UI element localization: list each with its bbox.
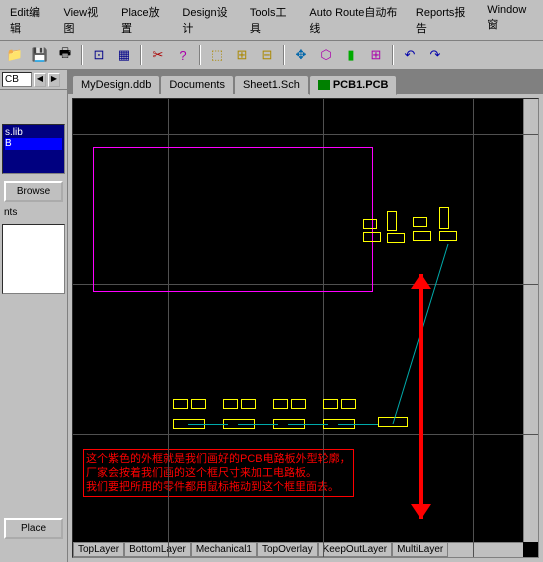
pcb-trace	[338, 424, 378, 425]
pcb-component[interactable]	[341, 399, 356, 409]
pcb-component[interactable]	[223, 399, 238, 409]
menu-design[interactable]: Design设计	[176, 2, 239, 38]
pcb-component[interactable]	[439, 207, 449, 229]
grid-line-v	[473, 99, 474, 557]
tab-sheet1[interactable]: Sheet1.Sch	[234, 75, 309, 95]
pcb-trace	[238, 424, 278, 425]
tool-save-icon[interactable]: 💾	[29, 44, 51, 66]
lib-item-selected[interactable]: B	[5, 138, 62, 150]
pcb-component[interactable]	[363, 232, 381, 242]
tool-move-icon[interactable]: ✥	[290, 44, 312, 66]
menu-view[interactable]: View视图	[57, 2, 111, 38]
component-list[interactable]	[2, 224, 65, 294]
tab-documents[interactable]: Documents	[160, 75, 234, 95]
pcb-trace-long	[393, 244, 448, 424]
menu-place[interactable]: Place放置	[115, 2, 172, 38]
nts-label: nts	[0, 205, 67, 220]
lib-list[interactable]: s.lib B	[2, 124, 65, 174]
tool-select1-icon[interactable]: ⬚	[206, 44, 228, 66]
tool-cut-icon[interactable]: ✂	[147, 44, 169, 66]
tool-redo-icon[interactable]: ↷	[424, 44, 446, 66]
place-button[interactable]: Place	[4, 518, 63, 539]
annotation-text: 这个紫色的外框就是我们画好的PCB电路板外型轮廓， 厂家会按着我们画的这个框尺寸…	[83, 449, 354, 497]
tab-pcb1[interactable]: PCB1.PCB	[309, 75, 398, 95]
menu-autoroute[interactable]: Auto Route自动布线	[303, 2, 406, 38]
toolbar: 📁 💾 🖶 ⊡ ▦ ✂ ? ⬚ ⊞ ⊟ ✥ ⬡ ▮ ⊞ ↶ ↷	[0, 41, 543, 70]
pcb-component[interactable]	[191, 399, 206, 409]
arrow-head-up	[411, 274, 431, 289]
layer-tab-topoverlay[interactable]: TopOverlay	[257, 543, 318, 557]
vertical-scrollbar[interactable]	[523, 99, 538, 542]
pcb-component[interactable]	[439, 231, 457, 241]
pcb-component[interactable]	[378, 417, 408, 427]
pcb-component[interactable]	[413, 231, 431, 241]
arrow-head-down	[411, 504, 431, 519]
menu-reports[interactable]: Reports报告	[410, 2, 477, 38]
pcb-component[interactable]	[323, 399, 338, 409]
menu-tools[interactable]: Tools工具	[244, 2, 300, 38]
menubar: Edit编辑 View视图 Place放置 Design设计 Tools工具 A…	[0, 0, 543, 41]
side-ext-input[interactable]: CB	[2, 72, 32, 87]
pcb-component[interactable]	[387, 233, 405, 243]
menu-window[interactable]: Window窗	[481, 2, 539, 38]
pcb-component[interactable]	[273, 399, 288, 409]
document-tabs: MyDesign.ddb Documents Sheet1.Sch PCB1.P…	[68, 70, 543, 94]
bottom-layer-tabs: TopLayerBottomLayerMechanical1TopOverlay…	[73, 542, 523, 557]
tool-undo-icon[interactable]: ↶	[399, 44, 421, 66]
layer-tab-keepoutlayer[interactable]: KeepOutLayer	[318, 543, 393, 557]
tool-zoomfit-icon[interactable]: ▦	[113, 44, 135, 66]
tab-mydesign[interactable]: MyDesign.ddb	[72, 75, 160, 95]
browse-button[interactable]: Browse	[4, 181, 63, 202]
nav-prev-icon[interactable]: ◀	[34, 73, 46, 87]
layer-tab-mechanical1[interactable]: Mechanical1	[191, 543, 257, 557]
layer-tab-bottomlayer[interactable]: BottomLayer	[124, 543, 191, 557]
pcb-component[interactable]	[413, 217, 427, 227]
grid-line-h	[73, 134, 538, 135]
menu-edit[interactable]: Edit编辑	[4, 2, 53, 38]
grid-line-h	[73, 434, 538, 435]
nav-next-icon[interactable]: ▶	[48, 73, 60, 87]
pcb-component[interactable]	[363, 219, 377, 229]
pcb-component[interactable]	[173, 399, 188, 409]
sidebar: CB ◀ ▶ s.lib B Browse nts Place	[0, 70, 68, 562]
board-outline[interactable]	[93, 147, 373, 292]
pcb-component[interactable]	[241, 399, 256, 409]
tool-poly-icon[interactable]: ⬡	[315, 44, 337, 66]
pcb-trace	[188, 424, 228, 425]
pcb-component[interactable]	[387, 211, 397, 231]
tool-help-icon[interactable]: ?	[172, 44, 194, 66]
tool-layer-icon[interactable]: ▮	[340, 44, 362, 66]
pcb-trace	[288, 424, 328, 425]
tool-print-icon[interactable]: 🖶	[54, 44, 76, 66]
layer-tab-multilayer[interactable]: MultiLayer	[392, 543, 448, 557]
tool-deselect-icon[interactable]: ⊟	[256, 44, 278, 66]
tool-zoomarea-icon[interactable]: ⊡	[88, 44, 110, 66]
tool-open-icon[interactable]: 📁	[4, 44, 26, 66]
lib-item[interactable]: s.lib	[5, 127, 62, 138]
pcb-icon	[318, 80, 330, 90]
pcb-canvas[interactable]: 这个紫色的外框就是我们画好的PCB电路板外型轮廓， 厂家会按着我们画的这个框尺寸…	[72, 98, 539, 558]
tool-select2-icon[interactable]: ⊞	[231, 44, 253, 66]
tool-grid-icon[interactable]: ⊞	[365, 44, 387, 66]
layer-tab-toplayer[interactable]: TopLayer	[73, 543, 124, 557]
pcb-component[interactable]	[291, 399, 306, 409]
